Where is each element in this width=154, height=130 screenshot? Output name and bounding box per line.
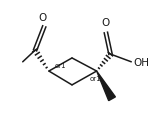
Text: O: O [39, 13, 47, 23]
Text: O: O [101, 18, 109, 28]
Polygon shape [97, 71, 115, 101]
Text: or1: or1 [90, 76, 101, 82]
Text: or1: or1 [54, 63, 66, 69]
Text: OH: OH [134, 58, 150, 68]
